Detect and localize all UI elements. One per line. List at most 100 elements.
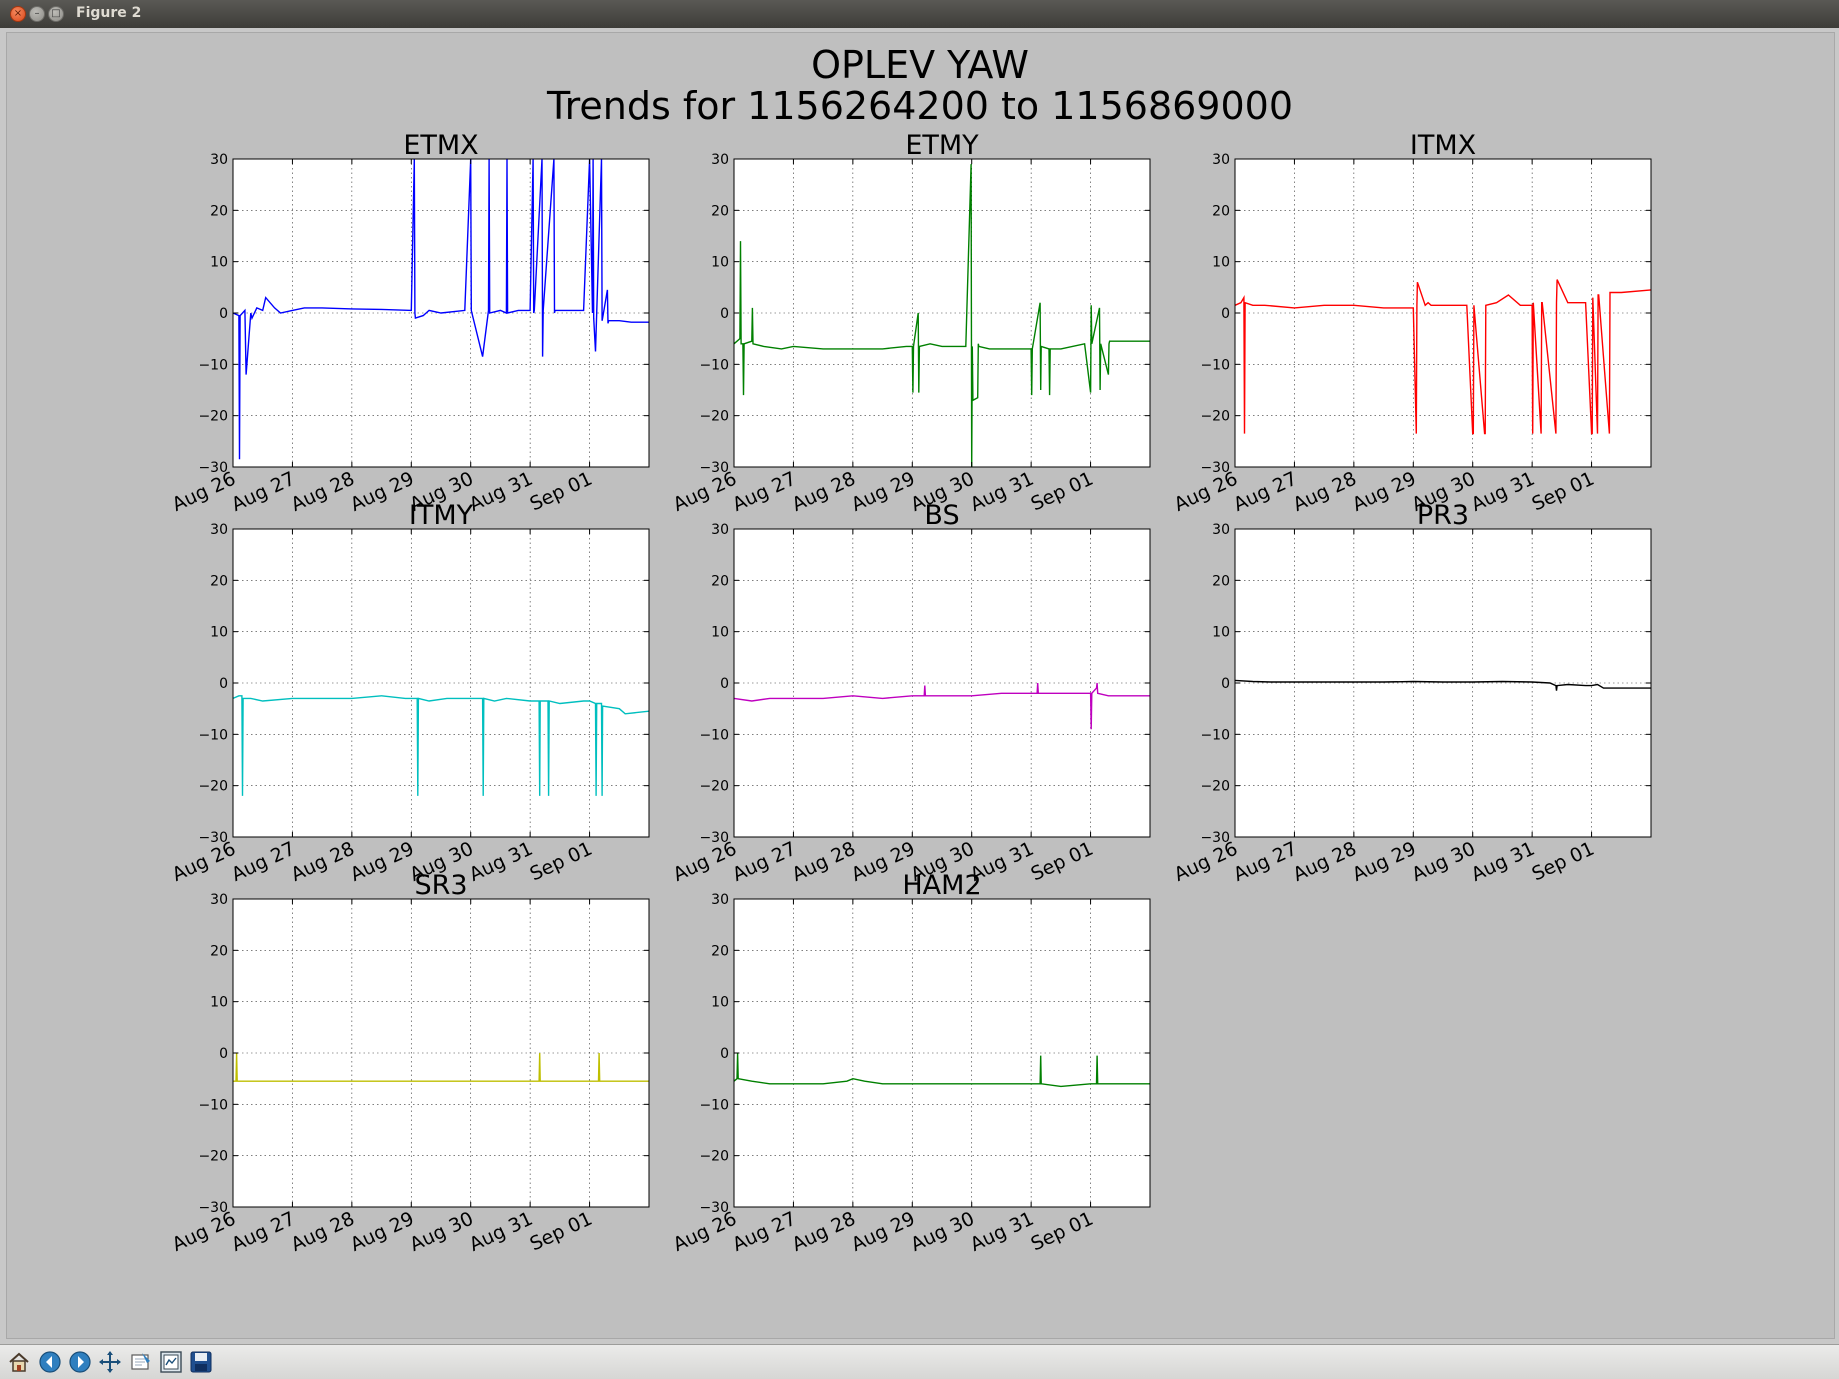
zoom-button[interactable]: [128, 1349, 154, 1375]
x-tick-label: Sep 01: [527, 838, 596, 886]
y-tick-label: 20: [711, 573, 729, 589]
x-tick-label: Aug 27: [228, 468, 298, 516]
x-tick-label: Aug 29: [347, 838, 417, 886]
y-tick-label: −10: [198, 727, 228, 743]
y-tick-label: −10: [198, 357, 228, 373]
y-tick-label: 0: [720, 306, 729, 322]
figure-canvas[interactable]: OPLEV YAW Trends for 1156264200 to 11568…: [6, 32, 1835, 1339]
x-tick-label: Sep 01: [1529, 838, 1598, 886]
y-tick-label: 10: [210, 625, 228, 641]
y-tick-label: 0: [219, 1046, 228, 1062]
home-button[interactable]: [6, 1349, 32, 1375]
subplot-title: ETMX: [403, 130, 478, 161]
y-tick-label: −20: [198, 779, 228, 795]
y-tick-label: 30: [210, 152, 228, 168]
y-tick-label: −20: [1200, 779, 1230, 795]
figure-title-line2: Trends for 1156264200 to 1156869000: [546, 84, 1293, 128]
x-tick-label: Aug 31: [967, 468, 1037, 516]
y-tick-label: 0: [1221, 306, 1230, 322]
y-tick-label: −10: [198, 1097, 228, 1113]
series-line-bs: [734, 682, 1150, 730]
pan-button[interactable]: [97, 1349, 123, 1375]
x-tick-label: Aug 31: [466, 838, 536, 886]
y-tick-label: 30: [711, 522, 729, 538]
series-line-itmy: [233, 695, 649, 796]
y-tick-label: 0: [219, 306, 228, 322]
x-tick-label: Aug 27: [1230, 468, 1300, 516]
x-tick-label: Aug 28: [288, 838, 358, 886]
y-tick-label: 30: [210, 522, 228, 538]
y-tick-label: −30: [198, 460, 228, 476]
y-tick-label: 30: [1212, 152, 1230, 168]
y-tick-label: 30: [711, 892, 729, 908]
subplot-title: SR3: [414, 870, 467, 901]
x-tick-label: Aug 28: [288, 1208, 358, 1256]
y-tick-label: −30: [198, 830, 228, 846]
subplots-icon: [160, 1351, 182, 1373]
x-tick-label: Aug 29: [848, 468, 918, 516]
y-tick-label: 20: [1212, 573, 1230, 589]
y-tick-label: −30: [699, 830, 729, 846]
y-tick-label: 20: [210, 573, 228, 589]
save-button[interactable]: [188, 1349, 214, 1375]
maximize-window-button[interactable]: □: [48, 6, 64, 22]
pan-icon: [99, 1351, 121, 1373]
x-tick-label: Aug 30: [407, 1208, 477, 1256]
home-icon: [9, 1352, 29, 1372]
x-tick-label: Aug 31: [967, 1208, 1037, 1256]
y-tick-label: −10: [1200, 357, 1230, 373]
x-tick-label: Aug 27: [729, 1208, 799, 1256]
y-tick-label: −10: [699, 1097, 729, 1113]
figure-title-line1: OPLEV YAW: [811, 43, 1029, 87]
x-tick-label: Aug 30: [1409, 838, 1479, 886]
y-tick-label: 10: [711, 625, 729, 641]
y-tick-label: −10: [699, 727, 729, 743]
x-tick-label: Aug 29: [1349, 468, 1419, 516]
y-tick-label: −30: [198, 1200, 228, 1216]
y-tick-label: 10: [1212, 625, 1230, 641]
navigation-toolbar: [0, 1344, 1839, 1379]
y-tick-label: −30: [699, 460, 729, 476]
subplots-button[interactable]: [158, 1349, 184, 1375]
y-tick-label: 0: [720, 1046, 729, 1062]
series-line-pr3: [1235, 679, 1651, 691]
y-tick-label: 10: [210, 255, 228, 271]
x-tick-label: Aug 31: [466, 1208, 536, 1256]
minimize-window-button[interactable]: –: [29, 6, 45, 22]
y-tick-label: 20: [711, 203, 729, 219]
close-window-button[interactable]: ×: [10, 6, 26, 22]
x-tick-label: Aug 29: [848, 1208, 918, 1256]
x-tick-label: Sep 01: [1028, 1208, 1097, 1256]
forward-button[interactable]: [67, 1349, 93, 1375]
x-tick-label: Aug 28: [1290, 838, 1360, 886]
y-tick-label: −20: [1200, 409, 1230, 425]
x-tick-label: Aug 28: [288, 468, 358, 516]
y-tick-label: 30: [1212, 522, 1230, 538]
y-tick-label: 20: [1212, 203, 1230, 219]
x-tick-label: Sep 01: [1028, 838, 1097, 886]
zoom-icon: [131, 1353, 150, 1370]
series-line-itmx: [1235, 279, 1651, 435]
y-tick-label: −20: [198, 1149, 228, 1165]
x-tick-label: Sep 01: [1028, 468, 1097, 516]
x-tick-label: Aug 31: [1468, 838, 1538, 886]
x-tick-label: Aug 28: [1290, 468, 1360, 516]
y-tick-label: 20: [711, 943, 729, 959]
x-tick-label: Sep 01: [527, 468, 596, 516]
x-tick-label: Aug 28: [789, 1208, 859, 1256]
subplot-title: HAM2: [902, 870, 981, 901]
x-tick-label: Aug 28: [789, 468, 859, 516]
y-tick-label: −10: [699, 357, 729, 373]
back-button[interactable]: [37, 1349, 63, 1375]
y-tick-label: −20: [699, 779, 729, 795]
y-tick-label: 10: [210, 995, 228, 1011]
y-tick-label: −30: [1200, 830, 1230, 846]
y-tick-label: −30: [1200, 460, 1230, 476]
forward-icon: [69, 1351, 91, 1373]
window-titlebar: × – □ Figure 2: [0, 0, 1839, 29]
